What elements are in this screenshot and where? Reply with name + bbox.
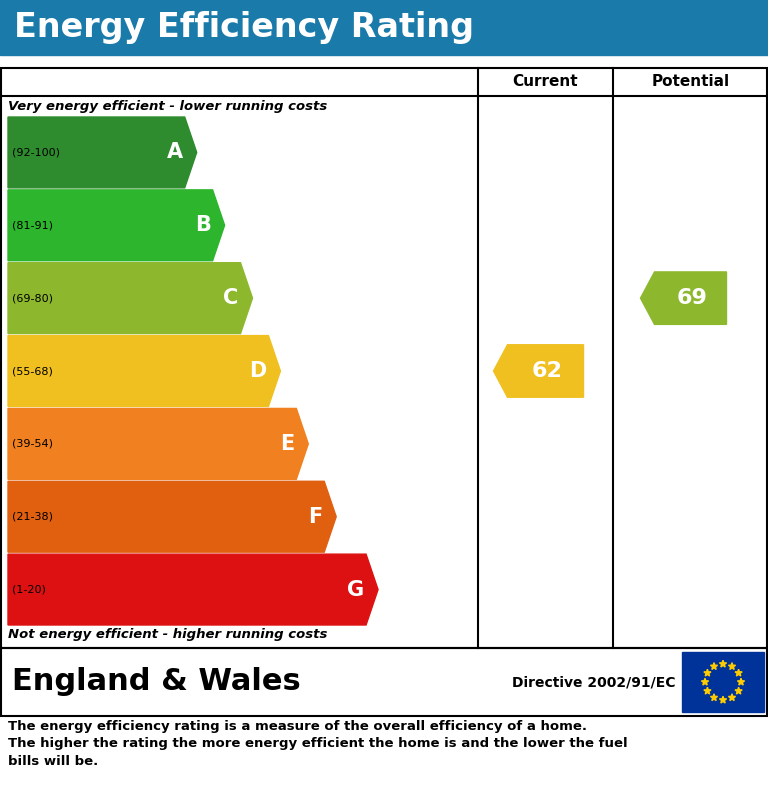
Text: 62: 62 <box>532 361 563 381</box>
Text: (69-80): (69-80) <box>12 293 53 303</box>
Text: Directive 2002/91/EC: Directive 2002/91/EC <box>512 675 676 689</box>
Polygon shape <box>8 117 197 187</box>
Bar <box>1 648 767 716</box>
Text: Very energy efficient - lower running costs: Very energy efficient - lower running co… <box>8 100 327 113</box>
Text: (21-38): (21-38) <box>12 511 53 522</box>
Polygon shape <box>703 669 711 676</box>
Text: A: A <box>167 142 183 162</box>
Polygon shape <box>8 335 280 406</box>
Text: F: F <box>308 507 323 527</box>
Text: The energy efficiency rating is a measure of the overall efficiency of a home.
T: The energy efficiency rating is a measur… <box>8 720 627 768</box>
Polygon shape <box>701 678 709 685</box>
Polygon shape <box>8 190 224 261</box>
Text: G: G <box>347 579 364 600</box>
Text: (39-54): (39-54) <box>12 439 53 449</box>
Text: Potential: Potential <box>651 74 730 90</box>
Text: E: E <box>280 434 294 454</box>
Polygon shape <box>720 696 727 703</box>
Text: (1-20): (1-20) <box>12 584 46 595</box>
Polygon shape <box>8 263 253 334</box>
Bar <box>0 0 768 55</box>
Bar <box>682 652 764 712</box>
Text: (55-68): (55-68) <box>12 366 53 376</box>
Bar <box>1 68 767 648</box>
Polygon shape <box>735 688 742 694</box>
Text: Energy Efficiency Rating: Energy Efficiency Rating <box>14 11 474 44</box>
Text: B: B <box>195 215 210 235</box>
Text: 69: 69 <box>677 288 708 308</box>
Polygon shape <box>735 669 742 676</box>
Polygon shape <box>710 663 717 670</box>
Text: Current: Current <box>513 74 578 90</box>
Polygon shape <box>737 678 745 685</box>
Polygon shape <box>494 345 584 398</box>
Polygon shape <box>720 660 727 667</box>
Text: C: C <box>223 288 239 308</box>
Polygon shape <box>728 694 736 701</box>
Text: (92-100): (92-100) <box>12 147 60 158</box>
Text: Not energy efficient - higher running costs: Not energy efficient - higher running co… <box>8 628 327 641</box>
Polygon shape <box>710 694 717 701</box>
Text: (81-91): (81-91) <box>12 221 53 230</box>
Polygon shape <box>703 688 711 694</box>
Polygon shape <box>641 272 727 324</box>
Polygon shape <box>728 663 736 670</box>
Text: England & Wales: England & Wales <box>12 667 301 696</box>
Text: D: D <box>249 361 266 381</box>
Polygon shape <box>8 482 336 552</box>
Polygon shape <box>8 554 378 625</box>
Polygon shape <box>8 408 308 479</box>
